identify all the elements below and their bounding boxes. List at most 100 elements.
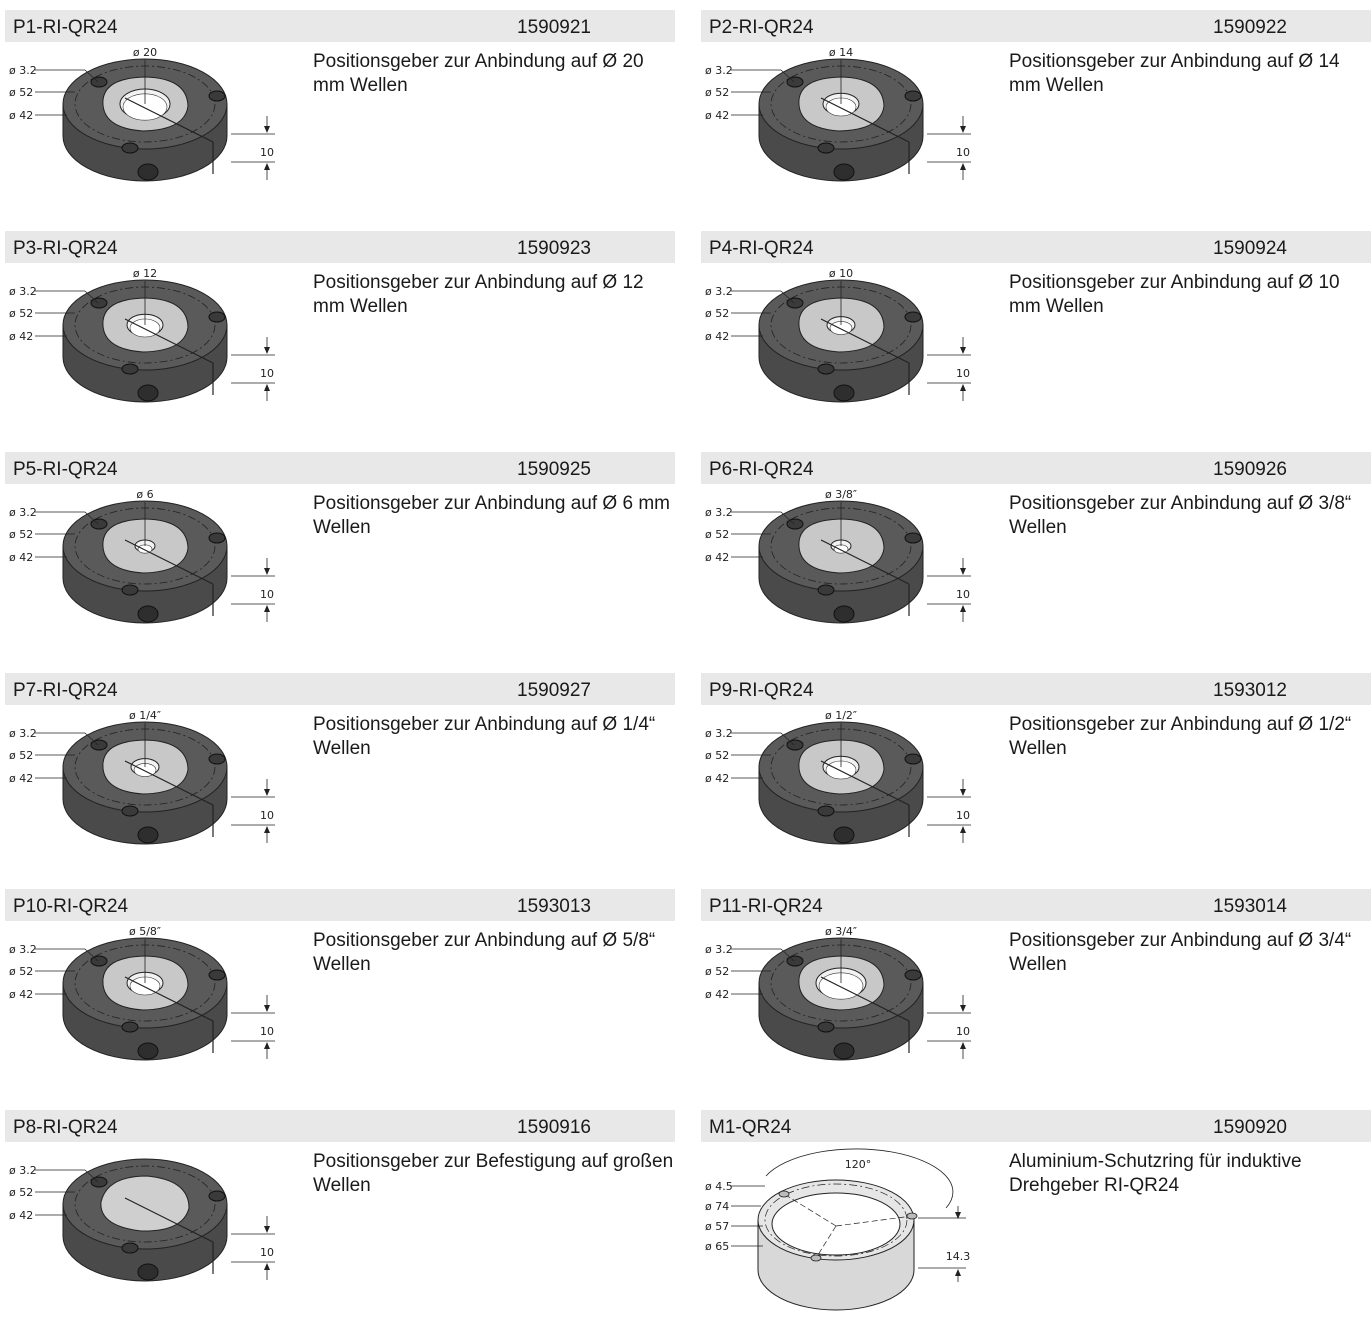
product-name: P3-RI-QR24 (13, 238, 118, 259)
arrow-head (264, 1042, 270, 1049)
product-header: P3-RI-QR24 1590923 (5, 231, 675, 263)
dim-label-bore: ø 1/4″ (129, 709, 161, 722)
arrow-head (955, 1212, 961, 1219)
mounting-hole (208, 1190, 226, 1202)
mounting-hole (121, 584, 139, 596)
drawing-svg: ø 3.2 ø 52 ø 42 ø 1/2″ 10 (705, 709, 971, 845)
product-description: Positionsgeber zur Anbindung auf Ø 5/8“ … (313, 930, 656, 975)
arrow-head (264, 126, 270, 133)
dim-label-pitch: ø 42 (705, 772, 729, 785)
dim-label-outer: ø 52 (705, 965, 729, 978)
leader-line (780, 732, 795, 746)
clamp-slit (124, 539, 214, 585)
arrow-head (264, 1263, 270, 1270)
arrow-head (960, 1005, 966, 1012)
dim-label-height: 10 (260, 1246, 274, 1259)
arrow-head (960, 789, 966, 796)
product-header: P7-RI-QR24 1590927 (5, 673, 675, 705)
arrow-head (264, 1005, 270, 1012)
arrow-head (264, 163, 270, 170)
product-name: P2-RI-QR24 (709, 17, 814, 38)
arrow-head (960, 568, 966, 575)
dim-label-outer: ø 52 (9, 965, 33, 978)
dim-label-outer: ø 52 (705, 307, 729, 320)
product-description: Positionsgeber zur Anbindung auf Ø 3/8“ … (1009, 493, 1352, 538)
dim-label-outer: ø 52 (9, 528, 33, 541)
product-header: P10-RI-QR24 1593013 (5, 889, 675, 921)
screw-hole (833, 605, 855, 623)
dim-label-hole: ø 3.2 (9, 727, 37, 740)
product-description: Positionsgeber zur Anbindung auf Ø 20 mm… (313, 51, 644, 96)
mounting-hole (904, 532, 922, 544)
product-name: P10-RI-QR24 (13, 896, 129, 917)
drawing-svg: ø 3.2 ø 52 ø 42 ø 6 10 (9, 488, 275, 624)
dim-label-hole: ø 3.2 (9, 506, 37, 519)
dim-label-height: 10 (260, 367, 274, 380)
screw-hole (833, 384, 855, 402)
dim-label-outer: ø 52 (9, 749, 33, 762)
product-item: P9-RI-QR24 1593012 ø 3.2 ø 52 ø 42 ø 1/2″ 10… (701, 673, 1371, 883)
product-item: P6-RI-QR24 1590926 ø 3.2 ø 52 ø 42 ø 3/8″ 10… (701, 452, 1371, 662)
dim-label-hole: ø 3.2 (9, 285, 37, 298)
position-encoder-drawing: ø 3.2 ø 52 ø 42 ø 1/4″ 10 (5, 705, 305, 885)
product-number: 1590926 (1213, 459, 1287, 480)
leader-line (780, 290, 795, 304)
mounting-hole (208, 753, 226, 765)
dim-label-angle: 120° (845, 1158, 872, 1171)
drawing-svg: ø 3.2 ø 52 ø 42 10 (9, 1158, 275, 1282)
dim-label-outer: ø 52 (705, 86, 729, 99)
dim-label-bore: ø 14 (829, 46, 853, 59)
product-number: 1590925 (517, 459, 591, 480)
product-header: P9-RI-QR24 1593012 (701, 673, 1371, 705)
screw-hole (833, 826, 855, 844)
product-description: Positionsgeber zur Anbindung auf Ø 1/2“ … (1009, 714, 1352, 759)
dim-label-pitch: ø 42 (705, 109, 729, 122)
leader-line (84, 69, 99, 83)
mounting-hole (786, 739, 804, 751)
dim-label-hole: ø 3.2 (705, 943, 733, 956)
dim-label-pitch: ø 42 (9, 988, 33, 1001)
mounting-hole (90, 739, 108, 751)
arrow-head (264, 384, 270, 391)
leader-line (84, 1169, 99, 1183)
arrow-head (960, 605, 966, 612)
screw-hole (833, 163, 855, 181)
product-item: P4-RI-QR24 1590924 ø 3.2 ø 52 ø 42 ø 10 10 P… (701, 231, 1371, 441)
pitch-circle (764, 1183, 908, 1257)
dim-label-outer: ø 52 (9, 1186, 33, 1199)
arrow-head (264, 826, 270, 833)
dim-label-pitch: ø 42 (9, 551, 33, 564)
dim-label-pitch: ø 42 (705, 330, 729, 343)
drawing-svg: ø 3.2 ø 52 ø 42 ø 10 10 (705, 267, 971, 403)
angle-arc (765, 1148, 954, 1209)
product-number: 1593012 (1213, 680, 1287, 701)
dim-label-height: 10 (956, 588, 970, 601)
product-item: P1-RI-QR24 1590921 ø 3.2 ø 52 ø 42 ø 20 10 P… (5, 10, 675, 220)
dim-label-inner: ø 57 (705, 1220, 729, 1233)
dim-label-height: 10 (260, 1025, 274, 1038)
mounting-hole (121, 1242, 139, 1254)
product-item: P7-RI-QR24 1590927 ø 3.2 ø 52 ø 42 ø 1/4″ 10… (5, 673, 675, 883)
clamp-slit (820, 539, 910, 585)
dim-label-pitch: ø 42 (9, 772, 33, 785)
screw-hole (833, 1042, 855, 1060)
mounting-hole (90, 76, 108, 88)
screw-hole (137, 605, 159, 623)
dim-label-pitch: ø 42 (9, 330, 33, 343)
dim-label-pitch: ø 42 (9, 1209, 33, 1222)
arrow-head (264, 1226, 270, 1233)
arrow-head (955, 1269, 961, 1276)
product-item: P11-RI-QR24 1593014 ø 3.2 ø 52 ø 42 ø 3/4″ 1… (701, 889, 1371, 1099)
mounting-hole (810, 1254, 822, 1262)
arrow-head (264, 789, 270, 796)
dim-label-bore: ø 12 (133, 267, 157, 280)
dim-label-outer: ø 52 (9, 86, 33, 99)
dim-label-outer: ø 74 (705, 1200, 729, 1213)
product-item: P8-RI-QR24 1590916 ø 3.2 ø 52 ø 42 10 Posit… (5, 1110, 675, 1320)
product-header: M1-QR24 1590920 (701, 1110, 1371, 1142)
product-description: Positionsgeber zur Anbindung auf Ø 14 mm… (1009, 51, 1340, 96)
dim-label-height: 10 (260, 146, 274, 159)
mounting-hole (208, 532, 226, 544)
drawing-svg: ø 3.2 ø 52 ø 42 ø 1/4″ 10 (9, 709, 275, 845)
mounting-hole (208, 90, 226, 102)
